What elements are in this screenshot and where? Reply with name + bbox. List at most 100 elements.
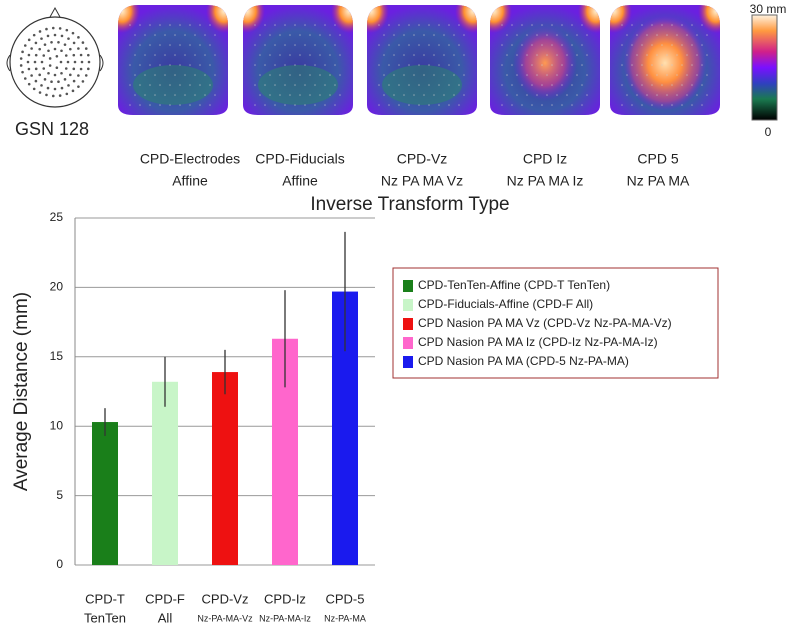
x-tick-label: CPD-T [85,591,125,606]
map-dot [626,54,628,56]
map-dot [289,34,291,36]
map-dot [443,94,445,96]
map-dot [294,24,296,26]
map-dot [194,34,196,36]
x-tick-sublabel: TenTen [84,610,126,625]
electrode [32,87,36,91]
map-dot [521,24,523,26]
map-dot [279,74,281,76]
map-dot [134,34,136,36]
electrode [53,47,57,51]
map-dot [501,84,503,86]
map-dot [423,54,425,56]
map-dot [576,94,578,96]
map-dot [189,104,191,106]
map-dot [656,54,658,56]
map-dot [516,54,518,56]
legend-label: CPD Nasion PA MA (CPD-5 Nz-PA-MA) [418,354,629,368]
electrode [43,43,47,46]
legend-label: CPD Nasion PA MA Vz (CPD-Vz Nz-PA-MA-Vz) [418,316,672,330]
electrode [73,60,77,64]
map-dot [428,44,430,46]
map-dot [428,84,430,86]
map-dot [626,34,628,36]
map-dot [289,54,291,56]
map-dot [214,34,216,36]
electrode [30,74,33,77]
colorbar-min: 0 [765,125,772,139]
map-dot [676,34,678,36]
map-dot [656,94,658,96]
map-dot [309,94,311,96]
map-dot [458,24,460,26]
map-dot [526,54,528,56]
electrode [40,37,43,40]
map-dot [403,34,405,36]
map-dot [621,24,623,26]
electrode [46,86,50,90]
map-dot [264,84,266,86]
x-tick-label: CPD-5 [325,591,364,606]
map-dot [259,94,261,96]
map-dot [443,34,445,36]
map-dot [164,74,166,76]
map-dot [438,44,440,46]
map-dot [546,74,548,76]
map-dot [169,44,171,46]
map-dot [408,104,410,106]
electrode [81,41,85,44]
map-dot [463,34,465,36]
map-dot [149,64,151,66]
map-dot [516,74,518,76]
y-tick-label: 5 [56,488,63,502]
electrode [71,31,75,35]
electrode [21,50,24,54]
electrode [72,67,76,71]
electrode [33,60,37,64]
map-dot [214,94,216,96]
map-dot [511,104,513,106]
map-dot [696,94,698,96]
map-dot [254,64,256,66]
map-dot [199,104,201,106]
map-dot [691,24,693,26]
topo-map [610,5,720,115]
map-dot [458,84,460,86]
map-dot [189,64,191,66]
electrode [77,85,80,88]
map-label: Nz PA MA [627,173,690,189]
map-dot [269,94,271,96]
map-dot [204,94,206,96]
map-dot [526,34,528,36]
electrode [38,91,42,94]
map-dot [586,74,588,76]
map-dot [304,44,306,46]
electrode [38,47,41,51]
colorbar [751,14,778,121]
map-dot [179,64,181,66]
map-dot [269,54,271,56]
y-tick-label: 15 [50,349,64,363]
map-dot [448,64,450,66]
map-dot [294,44,296,46]
map-dot [388,84,390,86]
map-dot [541,64,543,66]
map-dot [458,64,460,66]
map-dot [179,84,181,86]
map-dot [378,24,380,26]
map-dot [686,74,688,76]
map-dot [129,44,131,46]
map-dot [398,104,400,106]
map-dot [413,54,415,56]
map-dot [621,64,623,66]
electrode [53,73,57,77]
map-dot [383,54,385,56]
map-dot [453,54,455,56]
x-tick-sublabel: Nz-PA-MA-Iz [259,613,311,623]
map-dot [418,84,420,86]
electrode [77,47,80,50]
map-dot [154,74,156,76]
map-green [382,65,462,105]
map-label: Affine [282,173,318,189]
map-dot [204,54,206,56]
